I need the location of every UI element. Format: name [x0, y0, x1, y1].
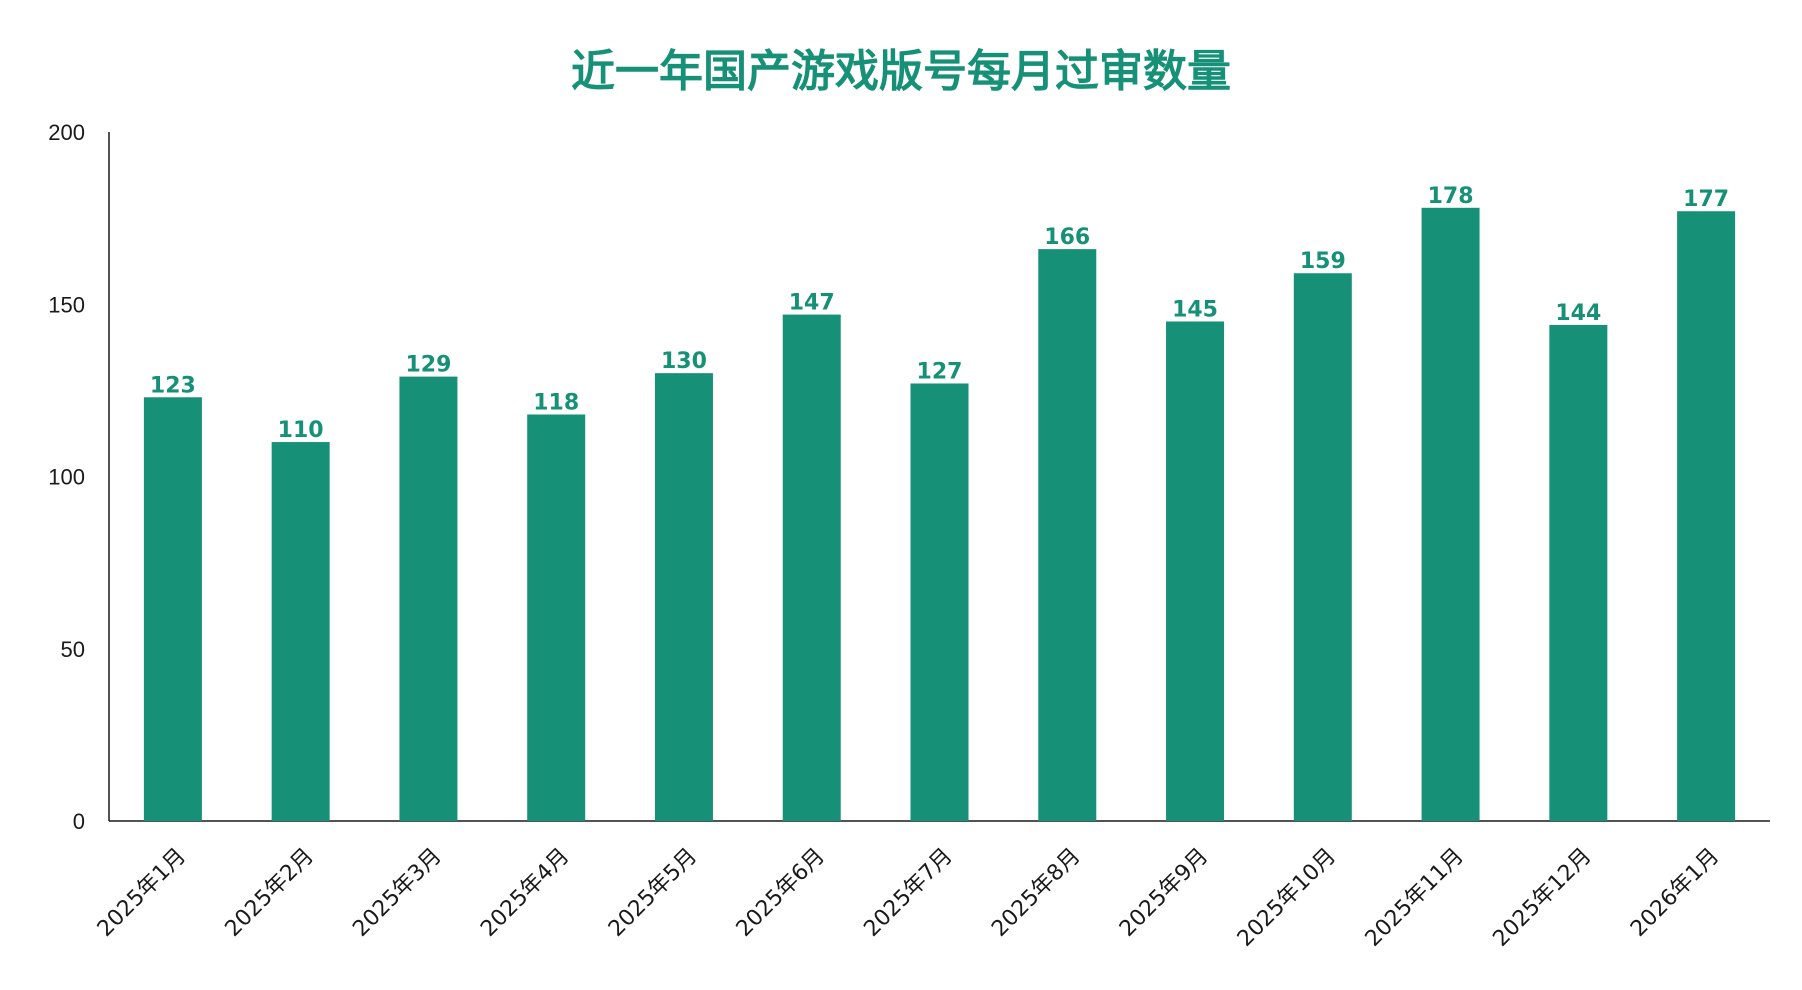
data-label: 130 — [661, 349, 707, 374]
bars — [143, 207, 1736, 822]
bar — [1677, 211, 1736, 822]
bar — [143, 397, 202, 821]
bar — [1038, 249, 1097, 821]
bar — [782, 314, 841, 821]
bar — [1166, 321, 1225, 821]
y-axis: 0 50 100 150 200 — [48, 120, 110, 834]
data-label: 144 — [1555, 301, 1601, 326]
data-labels: 123 110 129 118 130 147 127 166 145 159 178 144 177 — [150, 184, 1729, 443]
x-tick-label: 2026年1月 — [1626, 844, 1724, 942]
data-label: 159 — [1300, 249, 1346, 274]
x-tick-label: 2025年5月 — [604, 844, 702, 942]
bar — [399, 376, 458, 821]
x-tick-label: 2025年3月 — [348, 844, 446, 942]
bar — [1549, 324, 1608, 821]
chart-title: 近一年国产游戏版号每月过审数量 — [571, 46, 1231, 97]
data-label: 145 — [1172, 297, 1218, 322]
data-label: 129 — [405, 353, 451, 378]
x-axis: 2025年1月 2025年2月 2025年3月 2025年4月 2025年5月 2025年… — [93, 820, 1770, 952]
x-tick-label: 2025年6月 — [732, 844, 830, 942]
x-tick-label: 2025年1月 — [93, 844, 191, 942]
data-label: 118 — [533, 390, 579, 415]
x-tick-label: 2025年11月 — [1361, 844, 1469, 952]
data-label: 123 — [150, 373, 196, 398]
bar — [910, 383, 969, 821]
x-tick-label: 2025年12月 — [1488, 844, 1596, 952]
bar — [654, 373, 713, 821]
y-tick-label: 200 — [48, 120, 85, 145]
y-tick-label: 0 — [73, 809, 85, 834]
x-tick-label: 2025年8月 — [987, 844, 1085, 942]
data-label: 147 — [789, 291, 835, 316]
x-tick-label: 2025年7月 — [859, 844, 957, 942]
data-label: 177 — [1683, 187, 1729, 212]
data-label: 110 — [278, 418, 324, 443]
x-tick-label: 2025年2月 — [221, 844, 319, 942]
y-tick-label: 150 — [48, 292, 85, 317]
bar — [1293, 273, 1352, 821]
bar — [271, 442, 330, 821]
x-tick-label: 2025年4月 — [476, 844, 574, 942]
bar — [1421, 207, 1480, 822]
data-label: 127 — [917, 359, 963, 384]
data-label: 178 — [1428, 184, 1474, 209]
y-tick-label: 100 — [48, 465, 85, 490]
data-label: 166 — [1044, 225, 1090, 250]
y-tick-label: 50 — [61, 637, 85, 662]
x-tick-label: 2025年9月 — [1115, 844, 1213, 942]
x-tick-label: 2025年10月 — [1233, 844, 1341, 952]
bar — [527, 414, 586, 821]
